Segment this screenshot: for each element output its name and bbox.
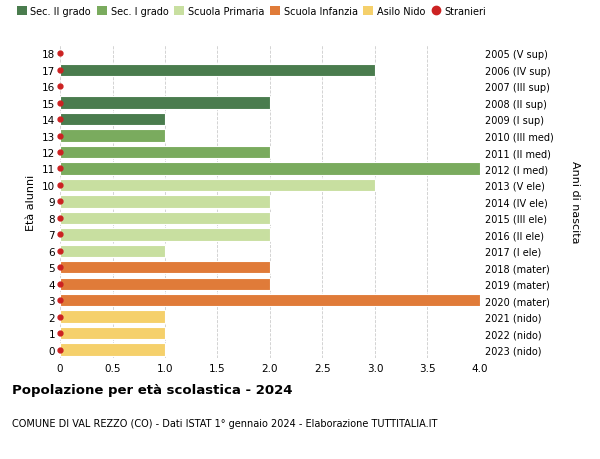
Bar (60, 278, 270, 290)
Bar (60, 179, 375, 192)
Legend: Sec. II grado, Sec. I grado, Scuola Primaria, Scuola Infanzia, Asilo Nido, Stran: Sec. II grado, Sec. I grado, Scuola Prim… (17, 7, 487, 17)
Bar (60, 245, 165, 257)
Bar (60, 344, 165, 356)
Y-axis label: Età alunni: Età alunni (26, 174, 37, 230)
Bar (60, 212, 270, 224)
Bar (60, 327, 165, 340)
Bar (60, 114, 165, 126)
Bar (60, 229, 270, 241)
Bar (60, 294, 480, 307)
Bar (60, 311, 165, 323)
Bar (60, 130, 165, 142)
Bar (60, 146, 270, 159)
Bar (60, 196, 270, 208)
Bar (60, 97, 270, 110)
Bar (60, 262, 270, 274)
Y-axis label: Anni di nascita: Anni di nascita (570, 161, 580, 243)
Bar (60, 163, 480, 175)
Text: COMUNE DI VAL REZZO (CO) - Dati ISTAT 1° gennaio 2024 - Elaborazione TUTTITALIA.: COMUNE DI VAL REZZO (CO) - Dati ISTAT 1°… (12, 418, 437, 428)
Bar (60, 64, 375, 77)
Text: Popolazione per età scolastica - 2024: Popolazione per età scolastica - 2024 (12, 383, 293, 396)
